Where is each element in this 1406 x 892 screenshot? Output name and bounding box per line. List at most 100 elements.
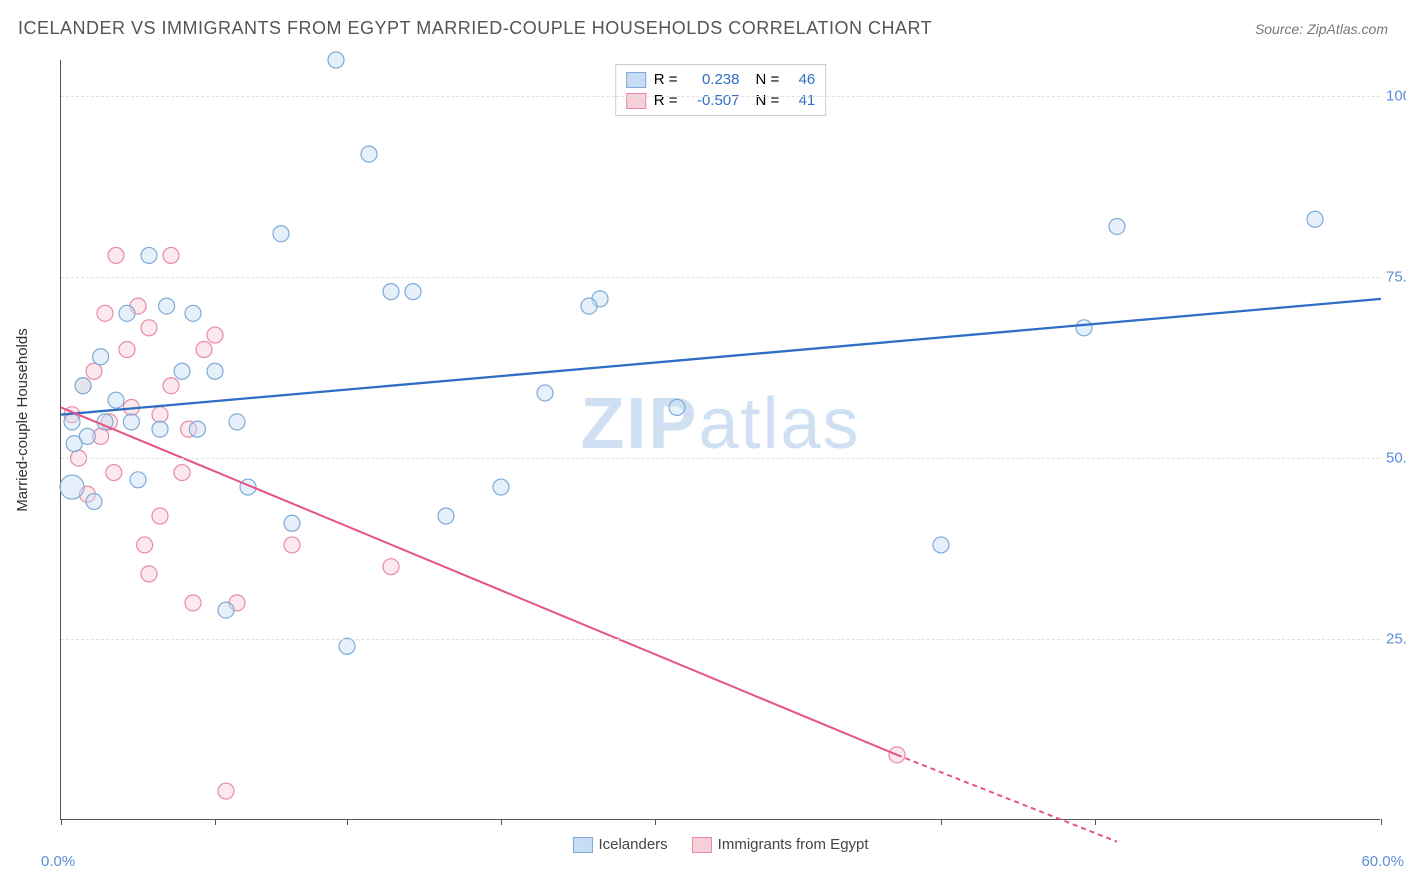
scatter-point [383,284,399,300]
scatter-point [669,399,685,415]
r-label: R = [654,71,678,88]
scatter-point [933,537,949,553]
scatter-point [86,494,102,510]
scatter-point [218,783,234,799]
scatter-point [339,638,355,654]
scatter-point [119,305,135,321]
scatter-point [152,508,168,524]
scatter-point [130,472,146,488]
scatter-point [229,414,245,430]
scatter-point [174,363,190,379]
scatter-point [438,508,454,524]
r-value-icelanders: 0.238 [686,71,740,88]
swatch-icelanders [626,72,646,88]
gridline-h [61,277,1380,278]
chart-plot-area: ZIPatlas R = 0.238 N = 46 R = -0.507 N =… [60,60,1380,820]
scatter-point [64,414,80,430]
r-label: R = [654,92,678,109]
legend-row-egypt: R = -0.507 N = 41 [626,90,816,111]
correlation-legend: R = 0.238 N = 46 R = -0.507 N = 41 [615,64,827,116]
y-tick-label: 50.0% [1386,450,1406,467]
regression-line [61,407,897,754]
scatter-point [185,595,201,611]
scatter-point [79,428,95,444]
r-value-egypt: -0.507 [686,92,740,109]
series-label-icelanders: Icelanders [598,836,667,853]
n-label: N = [756,71,780,88]
scatter-point [75,378,91,394]
scatter-point [1109,218,1125,234]
scatter-point [141,566,157,582]
x-label-max: 60.0% [1361,853,1404,870]
scatter-point [185,305,201,321]
n-value-egypt: 41 [787,92,815,109]
scatter-point [163,378,179,394]
scatter-point [405,284,421,300]
x-tick [501,819,502,825]
scatter-point [284,515,300,531]
scatter-point [123,414,139,430]
scatter-point [537,385,553,401]
x-tick [1381,819,1382,825]
y-tick-label: 75.0% [1386,269,1406,286]
chart-title: ICELANDER VS IMMIGRANTS FROM EGYPT MARRI… [18,18,932,39]
scatter-point [284,537,300,553]
scatter-point [361,146,377,162]
scatter-point [119,342,135,358]
y-axis-label: Married-couple Households [14,328,31,511]
scatter-plot-svg [61,60,1380,819]
scatter-point [108,247,124,263]
n-value-icelanders: 46 [787,71,815,88]
scatter-point [60,475,84,499]
scatter-point [207,327,223,343]
scatter-point [493,479,509,495]
scatter-point [159,298,175,314]
x-tick [655,819,656,825]
scatter-point [141,320,157,336]
scatter-point [1307,211,1323,227]
n-label: N = [756,92,780,109]
swatch-icelanders-bottom [572,837,592,853]
scatter-point [1076,320,1092,336]
scatter-point [152,421,168,437]
regression-line [61,299,1381,415]
scatter-point [106,465,122,481]
scatter-point [189,421,205,437]
scatter-point [108,392,124,408]
gridline-h [61,639,1380,640]
scatter-point [207,363,223,379]
scatter-point [152,407,168,423]
scatter-point [273,226,289,242]
legend-item-egypt: Immigrants from Egypt [692,836,869,853]
series-label-egypt: Immigrants from Egypt [718,836,869,853]
regression-line [897,755,1117,842]
scatter-point [328,52,344,68]
scatter-point [93,349,109,365]
gridline-h [61,458,1380,459]
y-tick-label: 100.0% [1386,88,1406,105]
x-tick [347,819,348,825]
scatter-point [581,298,597,314]
legend-item-icelanders: Icelanders [572,836,667,853]
scatter-point [141,247,157,263]
scatter-point [97,305,113,321]
gridline-h [61,96,1380,97]
swatch-egypt [626,93,646,109]
source-attribution: Source: ZipAtlas.com [1255,21,1388,37]
x-tick [61,819,62,825]
scatter-point [196,342,212,358]
legend-row-icelanders: R = 0.238 N = 46 [626,69,816,90]
y-tick-label: 25.0% [1386,631,1406,648]
scatter-point [163,247,179,263]
scatter-point [218,602,234,618]
scatter-point [86,363,102,379]
scatter-point [383,559,399,575]
series-legend: Icelanders Immigrants from Egypt [572,836,868,853]
x-label-min: 0.0% [41,853,75,870]
x-tick [215,819,216,825]
x-tick [941,819,942,825]
scatter-point [174,465,190,481]
header-row: ICELANDER VS IMMIGRANTS FROM EGYPT MARRI… [18,18,1388,39]
scatter-point [137,537,153,553]
x-tick [1095,819,1096,825]
